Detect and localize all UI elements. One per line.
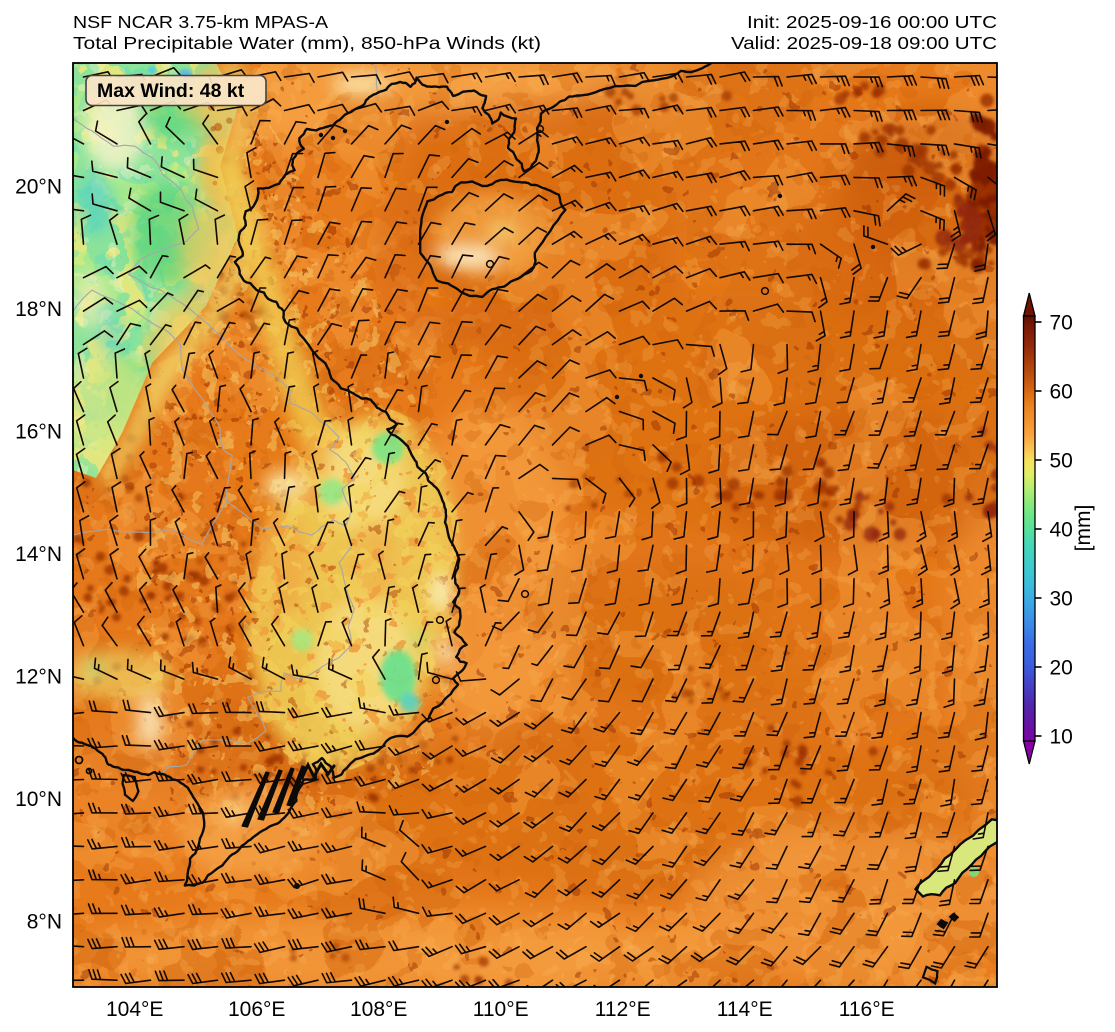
svg-text:Init: 2025-09-16 00:00 UTC: Init: 2025-09-16 00:00 UTC bbox=[747, 12, 997, 32]
svg-text:108°E: 108°E bbox=[350, 998, 407, 1021]
svg-text:8°N: 8°N bbox=[27, 911, 62, 934]
svg-text:20: 20 bbox=[1050, 657, 1073, 680]
svg-text:18°N: 18°N bbox=[15, 298, 62, 321]
svg-text:Total Precipitable Water (mm),: Total Precipitable Water (mm), 850-hPa W… bbox=[73, 33, 541, 53]
svg-text:110°E: 110°E bbox=[473, 998, 529, 1021]
svg-text:10°N: 10°N bbox=[15, 788, 62, 811]
svg-text:40: 40 bbox=[1050, 519, 1073, 542]
svg-text:Valid: 2025-09-18 09:00 UTC: Valid: 2025-09-18 09:00 UTC bbox=[731, 33, 997, 53]
svg-text:114°E: 114°E bbox=[717, 998, 773, 1021]
svg-text:116°E: 116°E bbox=[839, 998, 895, 1021]
svg-text:[mm]: [mm] bbox=[1072, 505, 1095, 552]
svg-text:12°N: 12°N bbox=[15, 666, 62, 689]
svg-text:106°E: 106°E bbox=[228, 998, 285, 1021]
svg-text:112°E: 112°E bbox=[595, 998, 651, 1021]
svg-text:50: 50 bbox=[1050, 450, 1073, 473]
svg-text:20°N: 20°N bbox=[15, 176, 62, 199]
svg-text:14°N: 14°N bbox=[15, 543, 62, 566]
svg-text:60: 60 bbox=[1050, 381, 1073, 404]
svg-text:70: 70 bbox=[1050, 312, 1073, 335]
svg-text:104°E: 104°E bbox=[106, 998, 163, 1021]
svg-text:Max Wind: 48 kt: Max Wind: 48 kt bbox=[97, 80, 245, 102]
svg-text:16°N: 16°N bbox=[15, 421, 62, 444]
svg-text:30: 30 bbox=[1050, 588, 1073, 611]
svg-text:NSF NCAR 3.75-km MPAS-A: NSF NCAR 3.75-km MPAS-A bbox=[73, 12, 328, 32]
svg-text:10: 10 bbox=[1050, 726, 1073, 749]
